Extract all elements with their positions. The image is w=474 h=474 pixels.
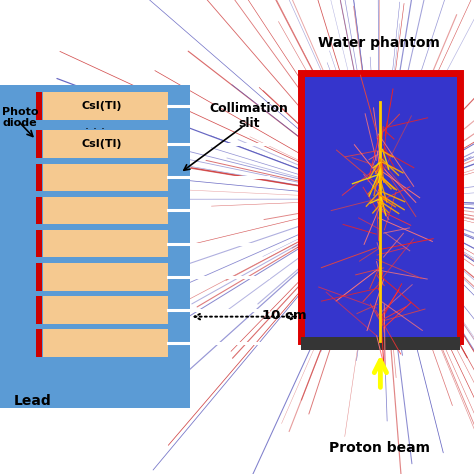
Text: Water phantom: Water phantom [318,36,440,50]
Text: Proton beam: Proton beam [328,441,430,455]
Bar [43,230,168,257]
Bar [43,296,168,324]
Bar [36,164,42,191]
Text: CsI(Tl): CsI(Tl) [82,139,122,149]
Text: . . .: . . . [85,119,105,132]
Bar [43,329,168,357]
Bar [36,92,42,120]
Bar [301,337,460,350]
Bar [301,73,460,341]
Bar [43,263,168,291]
Bar [43,197,168,224]
Bar [36,296,42,324]
Bar [36,197,42,224]
Bar [36,263,42,291]
Text: Lead: Lead [14,393,52,408]
Bar [43,164,168,191]
Text: CsI(Tl): CsI(Tl) [82,101,122,111]
Bar [43,92,168,120]
Bar [36,329,42,357]
Bar [0,85,190,408]
Bar [43,130,168,158]
Text: Collimation
slit: Collimation slit [210,102,288,130]
Text: Photo
diode: Photo diode [2,107,39,128]
Bar [36,230,42,257]
Text: 10 cm: 10 cm [262,309,307,322]
Bar [36,130,42,158]
